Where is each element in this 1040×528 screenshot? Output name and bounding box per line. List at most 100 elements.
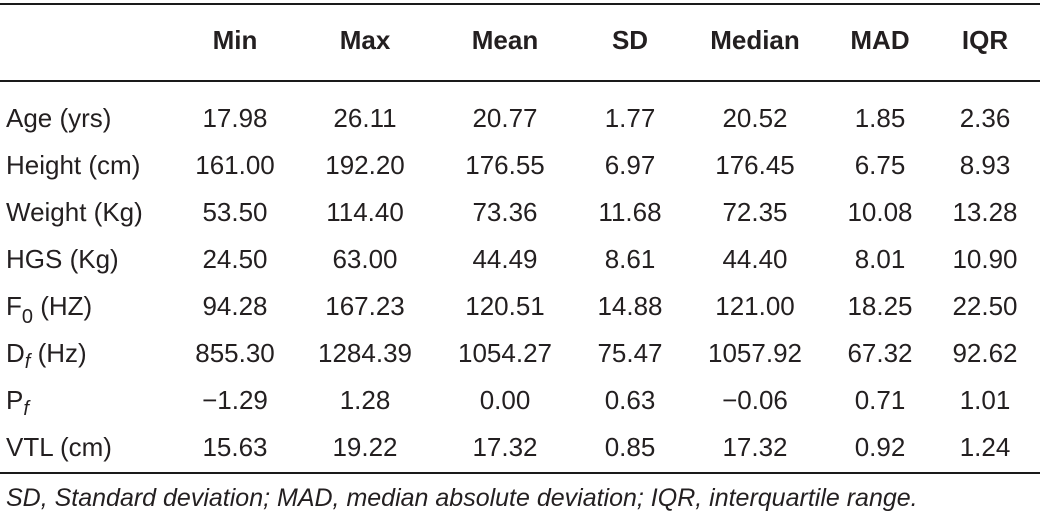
cell-sd: 6.97 xyxy=(604,150,656,180)
cell-max: 63.00 xyxy=(332,244,398,274)
cell-sd: 11.68 xyxy=(598,197,662,227)
row-label-unit: (HZ) xyxy=(33,291,93,321)
row-label-text: HGS (Kg) xyxy=(6,244,119,274)
cell-mean: 20.77 xyxy=(472,102,538,133)
table-row: Pf −1.29 1.28 0.00 0.63 −0.06 0.71 1.01 xyxy=(0,377,1040,424)
table-row: F0 (HZ) 94.28 167.23 120.51 14.88 121.00 18.25… xyxy=(0,283,1040,330)
row-label: VTL (cm) xyxy=(0,424,170,471)
table-footnote: SD, Standard deviation; MAD, median abso… xyxy=(6,484,918,512)
cell-sd: 8.61 xyxy=(604,244,656,274)
row-label-text: Age (yrs) xyxy=(6,102,112,133)
cell-median: 17.32 xyxy=(722,432,788,462)
cell-min: 855.30 xyxy=(195,338,275,368)
cell-iqr: 2.36 xyxy=(959,102,1011,133)
cell-mad: 6.75 xyxy=(854,150,906,180)
cell-sd: 75.47 xyxy=(597,338,663,368)
table-row: Height (cm) 161.00 192.20 176.55 6.97 176.45 6… xyxy=(0,142,1040,189)
cell-iqr: 1.01 xyxy=(959,385,1011,415)
header-cell-median: Median xyxy=(710,24,800,55)
cell-median: 72.35 xyxy=(722,197,788,227)
cell-min: 53.50 xyxy=(202,197,268,227)
header-cell-stub xyxy=(0,0,170,80)
cell-median: 44.40 xyxy=(722,244,788,274)
row-label: HGS (Kg) xyxy=(0,236,170,283)
cell-max: 19.22 xyxy=(332,432,398,462)
cell-mad: 0.71 xyxy=(854,385,906,415)
cell-max: 114.40 xyxy=(326,197,404,227)
cell-max: 1284.39 xyxy=(318,338,412,368)
cell-max: 1.28 xyxy=(339,385,391,415)
header-cell-iqr: IQR xyxy=(961,24,1009,55)
cell-mad: 0.92 xyxy=(854,432,906,462)
cell-mad: 67.32 xyxy=(847,338,913,368)
cell-sd: 0.85 xyxy=(604,432,656,462)
cell-max: 192.20 xyxy=(325,150,405,180)
top-rule xyxy=(0,3,1040,5)
header-row: Min Max Mean SD Median MAD IQR xyxy=(0,0,1040,80)
descriptive-statistics-table: Min Max Mean SD Median MAD IQR Age (yrs)… xyxy=(0,0,1040,471)
bottom-rule xyxy=(0,472,1040,474)
table-body: Age (yrs) 17.98 26.11 20.77 1.77 20.52 1.85 2.3… xyxy=(0,80,1040,471)
cell-sd: 1.77 xyxy=(604,102,656,133)
row-label: Df (Hz) xyxy=(0,330,170,377)
cell-min: 94.28 xyxy=(202,291,268,321)
header-cell-max: Max xyxy=(339,24,391,55)
row-label-text: F xyxy=(6,291,22,321)
cell-mean: 176.55 xyxy=(465,150,545,180)
cell-median: 176.45 xyxy=(715,150,795,180)
table-row: VTL (cm) 15.63 19.22 17.32 0.85 17.32 0.92 1.24 xyxy=(0,424,1040,471)
header-cell-mean: Mean xyxy=(471,24,539,55)
cell-min: 24.50 xyxy=(202,244,268,274)
cell-mean: 17.32 xyxy=(472,432,538,462)
row-label-text: Height (cm) xyxy=(6,150,141,180)
header-rule xyxy=(0,80,1040,82)
cell-mad: 8.01 xyxy=(854,244,906,274)
cell-iqr: 13.28 xyxy=(952,197,1018,227)
cell-sd: 14.88 xyxy=(597,291,663,321)
cell-iqr: 1.24 xyxy=(959,432,1011,462)
header-cell-mad: MAD xyxy=(850,24,910,55)
table-row: Age (yrs) 17.98 26.11 20.77 1.77 20.52 1.85 2.3… xyxy=(0,80,1040,142)
cell-max: 26.11 xyxy=(333,102,397,133)
table-row: Weight (Kg) 53.50 114.40 73.36 11.68 72.35 10.… xyxy=(0,189,1040,236)
cell-iqr: 10.90 xyxy=(952,244,1018,274)
row-label-text: VTL (cm) xyxy=(6,432,112,462)
cell-min: −1.29 xyxy=(202,385,268,415)
cell-min: 161.00 xyxy=(195,150,275,180)
cell-mean: 120.51 xyxy=(465,291,545,321)
row-label: Height (cm) xyxy=(0,142,170,189)
cell-mean: 1054.27 xyxy=(458,338,552,368)
row-label-unit: (Hz) xyxy=(30,338,87,368)
cell-sd: 0.63 xyxy=(604,385,656,415)
row-label: Pf xyxy=(0,377,170,424)
cell-max: 167.23 xyxy=(325,291,405,321)
cell-median: 20.52 xyxy=(722,102,788,133)
cell-mad: 10.08 xyxy=(847,197,913,227)
row-label-subscript: 0 xyxy=(21,306,34,328)
cell-mean: 44.49 xyxy=(472,244,538,274)
row-label-text: P xyxy=(6,385,24,415)
cell-mean: 0.00 xyxy=(479,385,531,415)
cell-mad: 18.25 xyxy=(847,291,913,321)
cell-iqr: 8.93 xyxy=(959,150,1011,180)
row-label-subscript: f xyxy=(23,398,29,420)
table-row: HGS (Kg) 24.50 63.00 44.49 8.61 44.40 8.01 10.9… xyxy=(0,236,1040,283)
row-label: Age (yrs) xyxy=(0,80,170,142)
header-cell-sd: SD xyxy=(611,24,649,55)
cell-min: 17.98 xyxy=(202,102,268,133)
cell-mean: 73.36 xyxy=(472,197,538,227)
header-cell-min: Min xyxy=(212,24,258,55)
row-label: Weight (Kg) xyxy=(0,189,170,236)
row-label-text: D xyxy=(6,338,25,368)
cell-median: −0.06 xyxy=(722,385,788,415)
cell-min: 15.63 xyxy=(202,432,268,462)
cell-median: 121.00 xyxy=(715,291,795,321)
cell-mad: 1.85 xyxy=(854,102,906,133)
table-row: Df (Hz) 855.30 1284.39 1054.27 75.47 1057.92 6… xyxy=(0,330,1040,377)
cell-iqr: 92.62 xyxy=(952,338,1018,368)
cell-median: 1057.92 xyxy=(708,338,802,368)
cell-iqr: 22.50 xyxy=(952,291,1018,321)
row-label-subscript: f xyxy=(24,351,31,373)
row-label: F0 (HZ) xyxy=(0,283,170,330)
